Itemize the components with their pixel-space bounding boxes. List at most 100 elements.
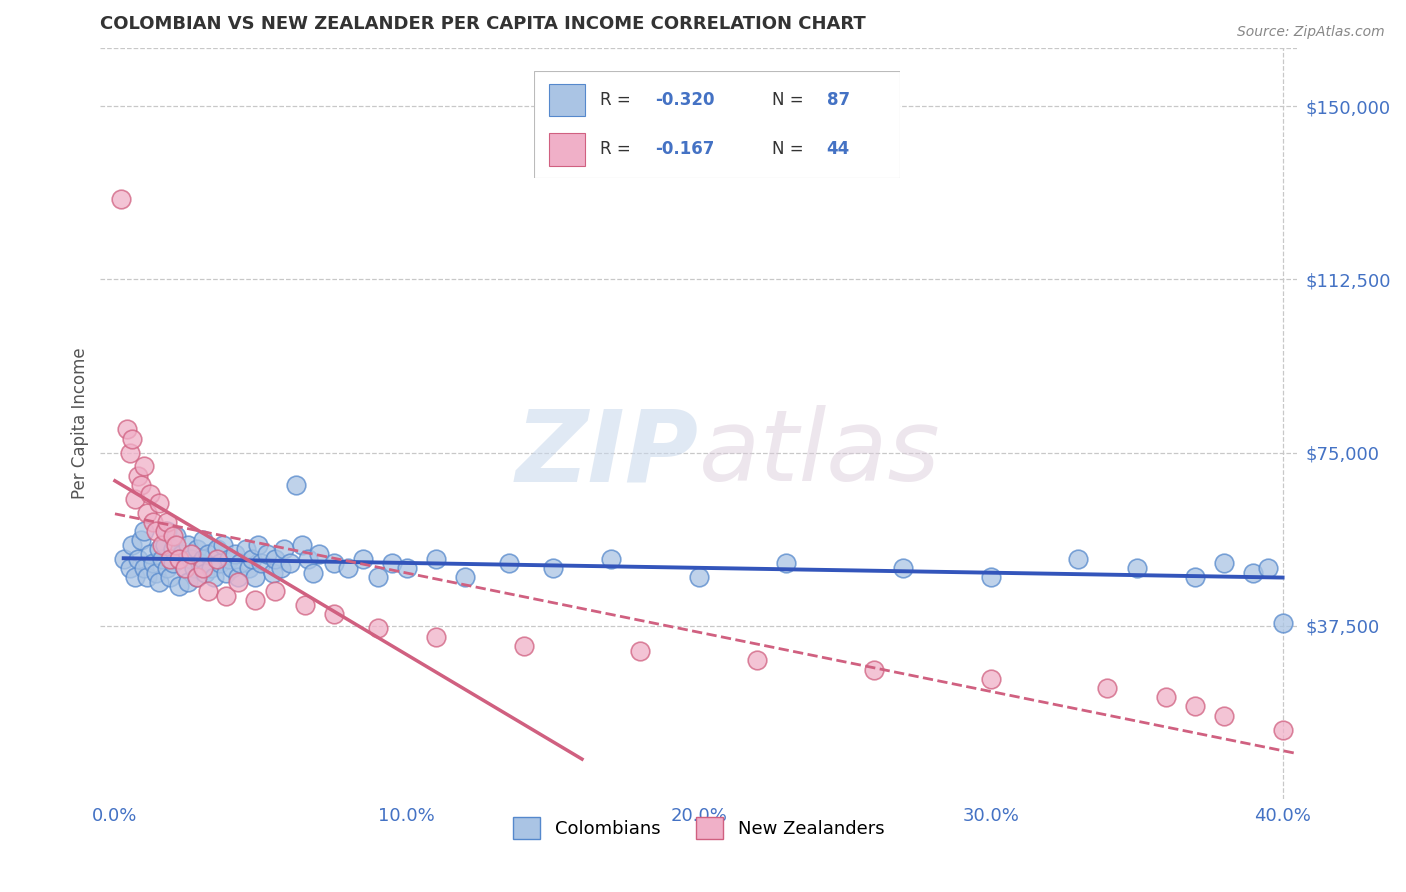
Text: N =: N = — [772, 91, 803, 109]
Point — [142, 515, 165, 529]
Point — [1097, 681, 1119, 695]
Text: R =: R = — [600, 141, 631, 159]
Point — [153, 524, 176, 538]
Point — [156, 515, 179, 529]
Point — [243, 570, 266, 584]
Point — [180, 551, 202, 566]
FancyBboxPatch shape — [534, 71, 900, 178]
Point — [1067, 551, 1090, 566]
Text: 44: 44 — [827, 141, 851, 159]
Point — [297, 551, 319, 566]
Point — [322, 607, 344, 621]
Point — [208, 557, 231, 571]
Point — [688, 570, 710, 584]
Point — [186, 570, 208, 584]
Point — [167, 551, 190, 566]
Point — [200, 561, 222, 575]
Point — [121, 432, 143, 446]
Point — [294, 598, 316, 612]
Point — [775, 557, 797, 571]
Text: -0.320: -0.320 — [655, 91, 714, 109]
Point — [162, 542, 184, 557]
Point — [145, 524, 167, 538]
Point — [150, 551, 173, 566]
Point — [191, 561, 214, 575]
Point — [1184, 699, 1206, 714]
Point — [191, 551, 214, 566]
Point — [291, 538, 314, 552]
Point — [1271, 723, 1294, 737]
Point — [202, 570, 225, 584]
Point — [218, 551, 240, 566]
Point — [134, 459, 156, 474]
Point — [136, 570, 159, 584]
Point — [165, 528, 187, 542]
Point — [273, 542, 295, 557]
Point — [226, 574, 249, 589]
Point — [264, 584, 287, 599]
Point — [186, 570, 208, 584]
Point — [224, 547, 246, 561]
Point — [134, 524, 156, 538]
Point — [129, 533, 152, 548]
Point — [150, 538, 173, 552]
Point — [174, 561, 197, 575]
Point — [628, 644, 651, 658]
Point — [197, 547, 219, 561]
Point — [425, 551, 447, 566]
Point — [159, 570, 181, 584]
Point — [127, 551, 149, 566]
Point — [270, 561, 292, 575]
Point — [136, 506, 159, 520]
Point — [110, 192, 132, 206]
Text: atlas: atlas — [699, 405, 941, 502]
Point — [980, 672, 1002, 686]
Point — [112, 551, 135, 566]
Point — [156, 561, 179, 575]
Point — [284, 478, 307, 492]
Text: COLOMBIAN VS NEW ZEALANDER PER CAPITA INCOME CORRELATION CHART: COLOMBIAN VS NEW ZEALANDER PER CAPITA IN… — [100, 15, 866, 33]
Point — [129, 478, 152, 492]
Point — [1154, 690, 1177, 705]
Point — [278, 557, 301, 571]
Point — [541, 561, 564, 575]
Point — [148, 496, 170, 510]
Text: ZIP: ZIP — [516, 405, 699, 502]
Point — [145, 566, 167, 580]
FancyBboxPatch shape — [548, 134, 585, 166]
Point — [153, 538, 176, 552]
Point — [127, 468, 149, 483]
Text: Source: ZipAtlas.com: Source: ZipAtlas.com — [1237, 25, 1385, 39]
Text: -0.167: -0.167 — [655, 141, 714, 159]
Text: 87: 87 — [827, 91, 849, 109]
Point — [186, 542, 208, 557]
Point — [1241, 566, 1264, 580]
Point — [191, 533, 214, 548]
Text: N =: N = — [772, 141, 803, 159]
Point — [148, 542, 170, 557]
Point — [165, 538, 187, 552]
Point — [121, 538, 143, 552]
Point — [863, 663, 886, 677]
Point — [381, 557, 404, 571]
Point — [322, 557, 344, 571]
Point — [240, 551, 263, 566]
Point — [395, 561, 418, 575]
Point — [159, 551, 181, 566]
Point — [188, 557, 211, 571]
Point — [177, 574, 200, 589]
Point — [226, 570, 249, 584]
Y-axis label: Per Capita Income: Per Capita Income — [72, 348, 89, 500]
Point — [1184, 570, 1206, 584]
Point — [180, 547, 202, 561]
Point — [302, 566, 325, 580]
Point — [256, 547, 278, 561]
Point — [1213, 557, 1236, 571]
Point — [1213, 708, 1236, 723]
Point — [115, 422, 138, 436]
Point — [124, 491, 146, 506]
Point — [139, 547, 162, 561]
Point — [183, 561, 205, 575]
Point — [243, 593, 266, 607]
FancyBboxPatch shape — [548, 84, 585, 116]
